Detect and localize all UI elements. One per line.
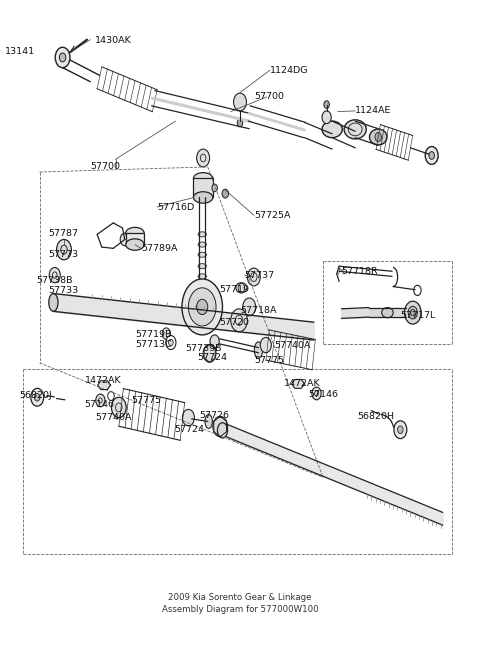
Text: 57789A: 57789A [141, 244, 178, 253]
Circle shape [120, 233, 130, 246]
Circle shape [108, 392, 114, 400]
Circle shape [49, 268, 60, 283]
Ellipse shape [322, 121, 342, 138]
Text: 56820J: 56820J [19, 392, 51, 400]
Circle shape [231, 309, 247, 332]
Text: 57733: 57733 [49, 286, 79, 295]
Ellipse shape [198, 232, 206, 237]
Circle shape [260, 337, 271, 353]
Text: 57738B: 57738B [36, 276, 73, 285]
Circle shape [197, 149, 210, 167]
Text: 57719: 57719 [219, 285, 249, 294]
Circle shape [182, 409, 194, 426]
Ellipse shape [198, 274, 206, 279]
Circle shape [394, 420, 407, 439]
Text: 57740A: 57740A [275, 340, 311, 350]
Polygon shape [97, 380, 110, 390]
Text: 1430AK: 1430AK [95, 37, 132, 45]
Circle shape [312, 387, 321, 400]
Circle shape [212, 184, 217, 192]
Text: 57717L: 57717L [400, 311, 436, 319]
Text: 57724: 57724 [198, 353, 228, 361]
Circle shape [213, 417, 228, 437]
Ellipse shape [198, 252, 206, 257]
Circle shape [324, 101, 329, 108]
Circle shape [322, 111, 331, 123]
Circle shape [60, 53, 66, 62]
Text: 57700: 57700 [254, 92, 284, 102]
Text: 57146: 57146 [84, 400, 115, 409]
Text: 57725A: 57725A [254, 211, 290, 220]
Circle shape [182, 279, 223, 335]
Circle shape [237, 119, 243, 127]
Bar [126, 233, 144, 245]
Circle shape [35, 394, 40, 401]
Text: 1124DG: 1124DG [270, 66, 309, 75]
Text: 57720: 57720 [219, 318, 249, 327]
Ellipse shape [382, 308, 393, 318]
Text: 57713C: 57713C [135, 340, 172, 349]
Ellipse shape [193, 173, 213, 184]
Text: 57724: 57724 [175, 425, 204, 434]
Circle shape [197, 299, 208, 314]
Text: 57146: 57146 [308, 390, 338, 400]
Text: 57726: 57726 [200, 411, 229, 420]
Text: 57787: 57787 [49, 228, 79, 237]
Circle shape [222, 189, 228, 198]
Text: 56820H: 56820H [358, 412, 395, 421]
Text: 57718R: 57718R [341, 267, 378, 276]
Circle shape [96, 394, 105, 407]
Ellipse shape [193, 192, 213, 203]
Circle shape [31, 388, 44, 406]
Ellipse shape [370, 129, 387, 145]
Polygon shape [292, 379, 304, 388]
Circle shape [210, 335, 219, 348]
Text: 1472AK: 1472AK [284, 379, 321, 388]
Circle shape [203, 344, 216, 362]
Text: 57718A: 57718A [240, 306, 276, 315]
Circle shape [414, 285, 421, 295]
Ellipse shape [217, 422, 228, 438]
Ellipse shape [254, 342, 263, 358]
Text: 57739B: 57739B [186, 344, 222, 353]
Circle shape [429, 152, 434, 159]
Circle shape [243, 298, 256, 316]
Bar [193, 178, 213, 197]
Text: 13141: 13141 [5, 47, 35, 56]
Circle shape [247, 268, 260, 286]
Circle shape [408, 306, 418, 319]
Ellipse shape [126, 239, 144, 251]
Text: 57740A: 57740A [95, 413, 132, 422]
Text: 57700: 57700 [90, 163, 120, 171]
Ellipse shape [198, 264, 206, 269]
Circle shape [425, 146, 438, 165]
Ellipse shape [198, 242, 206, 247]
Ellipse shape [344, 120, 366, 139]
Text: 57719B: 57719B [135, 331, 171, 339]
Circle shape [162, 328, 170, 339]
Circle shape [188, 288, 216, 326]
Ellipse shape [49, 293, 58, 312]
Text: 57716D: 57716D [157, 203, 194, 211]
Circle shape [57, 239, 72, 260]
Circle shape [55, 47, 70, 68]
Circle shape [168, 339, 173, 346]
Text: 1124AE: 1124AE [355, 106, 392, 115]
Ellipse shape [126, 228, 144, 239]
Circle shape [375, 133, 382, 142]
Text: 57775: 57775 [132, 396, 162, 405]
Text: 57773: 57773 [49, 250, 79, 259]
Text: 2009 Kia Sorento Gear & Linkage
Assembly Diagram for 577000W100: 2009 Kia Sorento Gear & Linkage Assembly… [162, 593, 318, 614]
Circle shape [410, 310, 415, 316]
Circle shape [111, 398, 126, 418]
Text: 1472AK: 1472AK [84, 377, 121, 385]
Ellipse shape [236, 283, 247, 293]
Ellipse shape [205, 415, 212, 428]
Circle shape [405, 301, 421, 324]
Text: 57775: 57775 [254, 356, 284, 365]
Text: 57737: 57737 [245, 270, 275, 279]
Circle shape [234, 93, 246, 111]
Circle shape [166, 335, 176, 350]
Circle shape [397, 426, 403, 434]
